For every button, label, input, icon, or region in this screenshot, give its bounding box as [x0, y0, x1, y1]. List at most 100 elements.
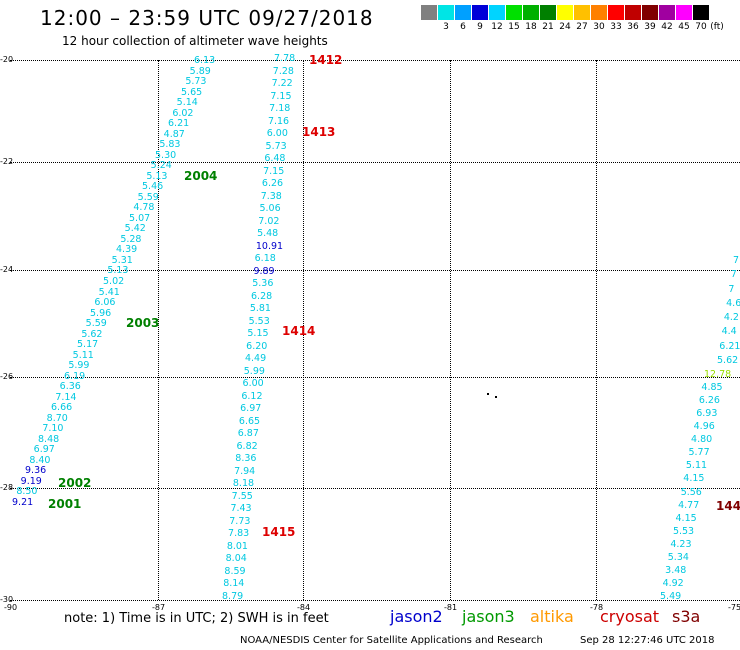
wave-value: 4.80 [691, 434, 713, 446]
wave-value: 6.65 [238, 415, 261, 427]
wave-value: 5.36 [252, 278, 274, 290]
wave-value: 6.06 [94, 297, 116, 309]
x-tick-label: -78 [590, 603, 604, 612]
wave-value: 4.96 [693, 421, 715, 433]
wave-value: 6.48 [264, 153, 286, 165]
wave-value: 4.4 [721, 326, 737, 338]
wave-value: 5.41 [98, 286, 120, 298]
colorbar-label: 30 [593, 22, 605, 32]
wave-value: 6.97 [33, 444, 55, 456]
pass-label: 2002 [58, 476, 92, 490]
wave-value: 4.2 [723, 312, 739, 324]
colorbar-label: 45 [678, 22, 690, 32]
y-tick-label: -24 [0, 265, 14, 274]
wave-value: 8.79 [222, 591, 244, 602]
colorbar-swatch [455, 5, 471, 20]
wave-value: 4.6 [726, 297, 740, 309]
grid-line-vertical [596, 60, 597, 600]
colorbar-swatch [421, 5, 437, 20]
wave-value: 9.36 [25, 465, 47, 477]
wave-value: 5.77 [688, 447, 710, 459]
wave-value: 5.59 [137, 191, 159, 203]
colorbar-label: 9 [477, 22, 483, 32]
colorbar-swatch [574, 5, 590, 20]
wave-value: 5.73 [185, 76, 207, 88]
colorbar-label: 3 [443, 22, 449, 32]
wave-value: 6.12 [241, 390, 263, 402]
wave-value: 5.59 [85, 318, 107, 330]
wave-value: 5.15 [247, 328, 269, 340]
pass-label: 2001 [48, 497, 82, 511]
colorbar-swatch [693, 5, 709, 20]
wave-value: 7.43 [230, 503, 252, 515]
wave-value: 5.99 [243, 365, 265, 377]
grid-line-vertical [158, 60, 159, 600]
map-dot [487, 393, 489, 395]
y-tick-label: -20 [0, 55, 14, 64]
colorbar-swatch [523, 5, 539, 20]
wave-value: 7.83 [228, 528, 250, 540]
wave-value: 6.02 [172, 107, 194, 119]
wave-value: 7.15 [270, 90, 292, 102]
wave-value: 7.14 [55, 391, 77, 403]
wave-value: 7.78 [274, 53, 296, 64]
wave-value: 5.53 [672, 525, 695, 537]
wave-value: 5.07 [129, 212, 151, 224]
wave-value: 5.06 [259, 203, 281, 215]
wave-value: 5.34 [667, 551, 689, 563]
pass-label: 1414 [282, 324, 316, 338]
wave-value: 5.89 [189, 65, 211, 77]
colorbar-swatch [472, 5, 488, 20]
grid-line-horizontal [10, 162, 740, 163]
wave-value: 6.13 [194, 55, 216, 66]
colorbar-swatch [540, 5, 556, 20]
wave-value: 9.21 [12, 497, 34, 508]
colorbar-label: 39 [644, 22, 656, 32]
wave-value: 6.93 [696, 408, 718, 420]
grid-line-vertical [450, 60, 451, 600]
wave-value: 5.30 [155, 149, 177, 161]
x-tick-label: -87 [152, 603, 166, 612]
wave-value: 7.10 [42, 423, 64, 435]
wave-value: 6.87 [237, 428, 259, 440]
pass-label: 1415 [262, 525, 296, 539]
wave-value: 7 [733, 255, 740, 266]
wave-value: 6.21 [168, 118, 190, 130]
wave-value: 5.13 [146, 170, 168, 182]
colorbar-label: 6 [460, 22, 466, 32]
generated-timestamp: Sep 28 12:27:46 UTC 2018 [580, 635, 715, 646]
wave-value: 12.78 [704, 369, 732, 380]
y-tick-label: -30 [0, 595, 14, 604]
map-plot-area [10, 60, 740, 601]
wave-value: 7.18 [269, 103, 291, 115]
colorbar-label: 36 [627, 22, 639, 32]
wave-value: 4.15 [675, 512, 697, 524]
wave-value: 8.36 [235, 453, 257, 465]
wave-value: 5.73 [265, 140, 287, 152]
wave-value: 6.26 [261, 178, 284, 190]
wave-value: 5.83 [159, 139, 181, 151]
colorbar-label: 18 [525, 22, 537, 32]
wave-value: 6.66 [51, 402, 73, 414]
wave-value: 9.89 [253, 265, 275, 277]
wave-value: 8.50 [16, 486, 38, 498]
wave-value: 5.11 [72, 349, 94, 361]
wave-value: 4.92 [662, 577, 684, 589]
satellite-label: s3a [672, 607, 701, 626]
colorbar-swatch [608, 5, 624, 20]
wave-value: 5.48 [257, 228, 279, 240]
wave-value: 6.00 [266, 128, 288, 140]
wave-value: 4.78 [133, 202, 155, 214]
wave-value: 6.18 [254, 253, 276, 265]
wave-value: 8.40 [29, 454, 51, 466]
wave-value: 6.28 [251, 290, 273, 302]
colorbar-label: 42 [661, 22, 673, 32]
wave-value: 5.99 [68, 360, 90, 372]
wave-value: 8.48 [38, 433, 60, 445]
colorbar-swatch [489, 5, 505, 20]
wave-value: 7.22 [271, 78, 293, 90]
wave-value: 3.48 [665, 564, 687, 576]
wave-value: 5.42 [124, 223, 146, 235]
wave-value: 7.02 [258, 215, 280, 227]
colorbar-label: 21 [542, 22, 554, 32]
